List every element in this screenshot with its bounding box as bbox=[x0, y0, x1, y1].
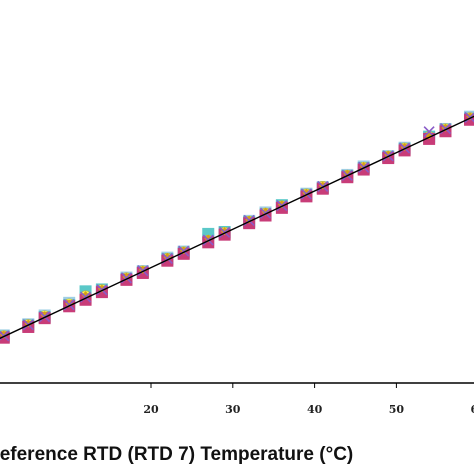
data-point bbox=[122, 272, 131, 281]
x-tick-label: 60 bbox=[471, 403, 474, 416]
data-point bbox=[400, 142, 409, 151]
x-tick-label: 30 bbox=[225, 403, 241, 416]
data-point bbox=[220, 227, 229, 236]
x-tick-label: 50 bbox=[389, 403, 405, 416]
data-point bbox=[359, 162, 368, 171]
fit-line bbox=[0, 115, 474, 340]
x-axis-title: Reference RTD (RTD 7) Temperature (°C) bbox=[0, 444, 353, 465]
data-point bbox=[464, 113, 474, 126]
data-point bbox=[343, 169, 352, 178]
x-tick-label: 20 bbox=[143, 403, 159, 416]
data-point bbox=[384, 150, 393, 159]
x-ticks: 20 30 40 50 60 bbox=[143, 383, 474, 416]
x-tick-label: 40 bbox=[307, 403, 323, 416]
data-point bbox=[97, 284, 106, 293]
data-point bbox=[466, 112, 474, 121]
data-point bbox=[277, 200, 286, 209]
data-point bbox=[423, 126, 435, 138]
data-point bbox=[302, 188, 311, 197]
